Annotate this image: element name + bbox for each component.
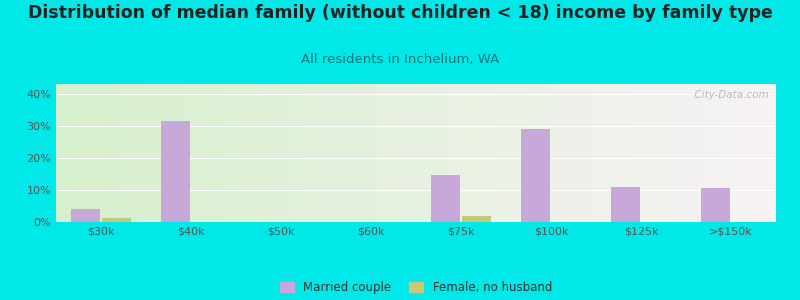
- Bar: [521, 129, 550, 222]
- Text: City-Data.com: City-Data.com: [688, 89, 769, 100]
- Bar: [102, 218, 131, 222]
- Bar: [462, 216, 491, 222]
- Text: All residents in Inchelium, WA: All residents in Inchelium, WA: [301, 52, 499, 65]
- Bar: [161, 121, 190, 222]
- Bar: [701, 188, 730, 222]
- Bar: [430, 176, 459, 222]
- Legend: Married couple, Female, no husband: Married couple, Female, no husband: [275, 277, 557, 299]
- Bar: [70, 209, 99, 222]
- Text: Distribution of median family (without children < 18) income by family type: Distribution of median family (without c…: [27, 4, 773, 22]
- Bar: [610, 187, 639, 222]
